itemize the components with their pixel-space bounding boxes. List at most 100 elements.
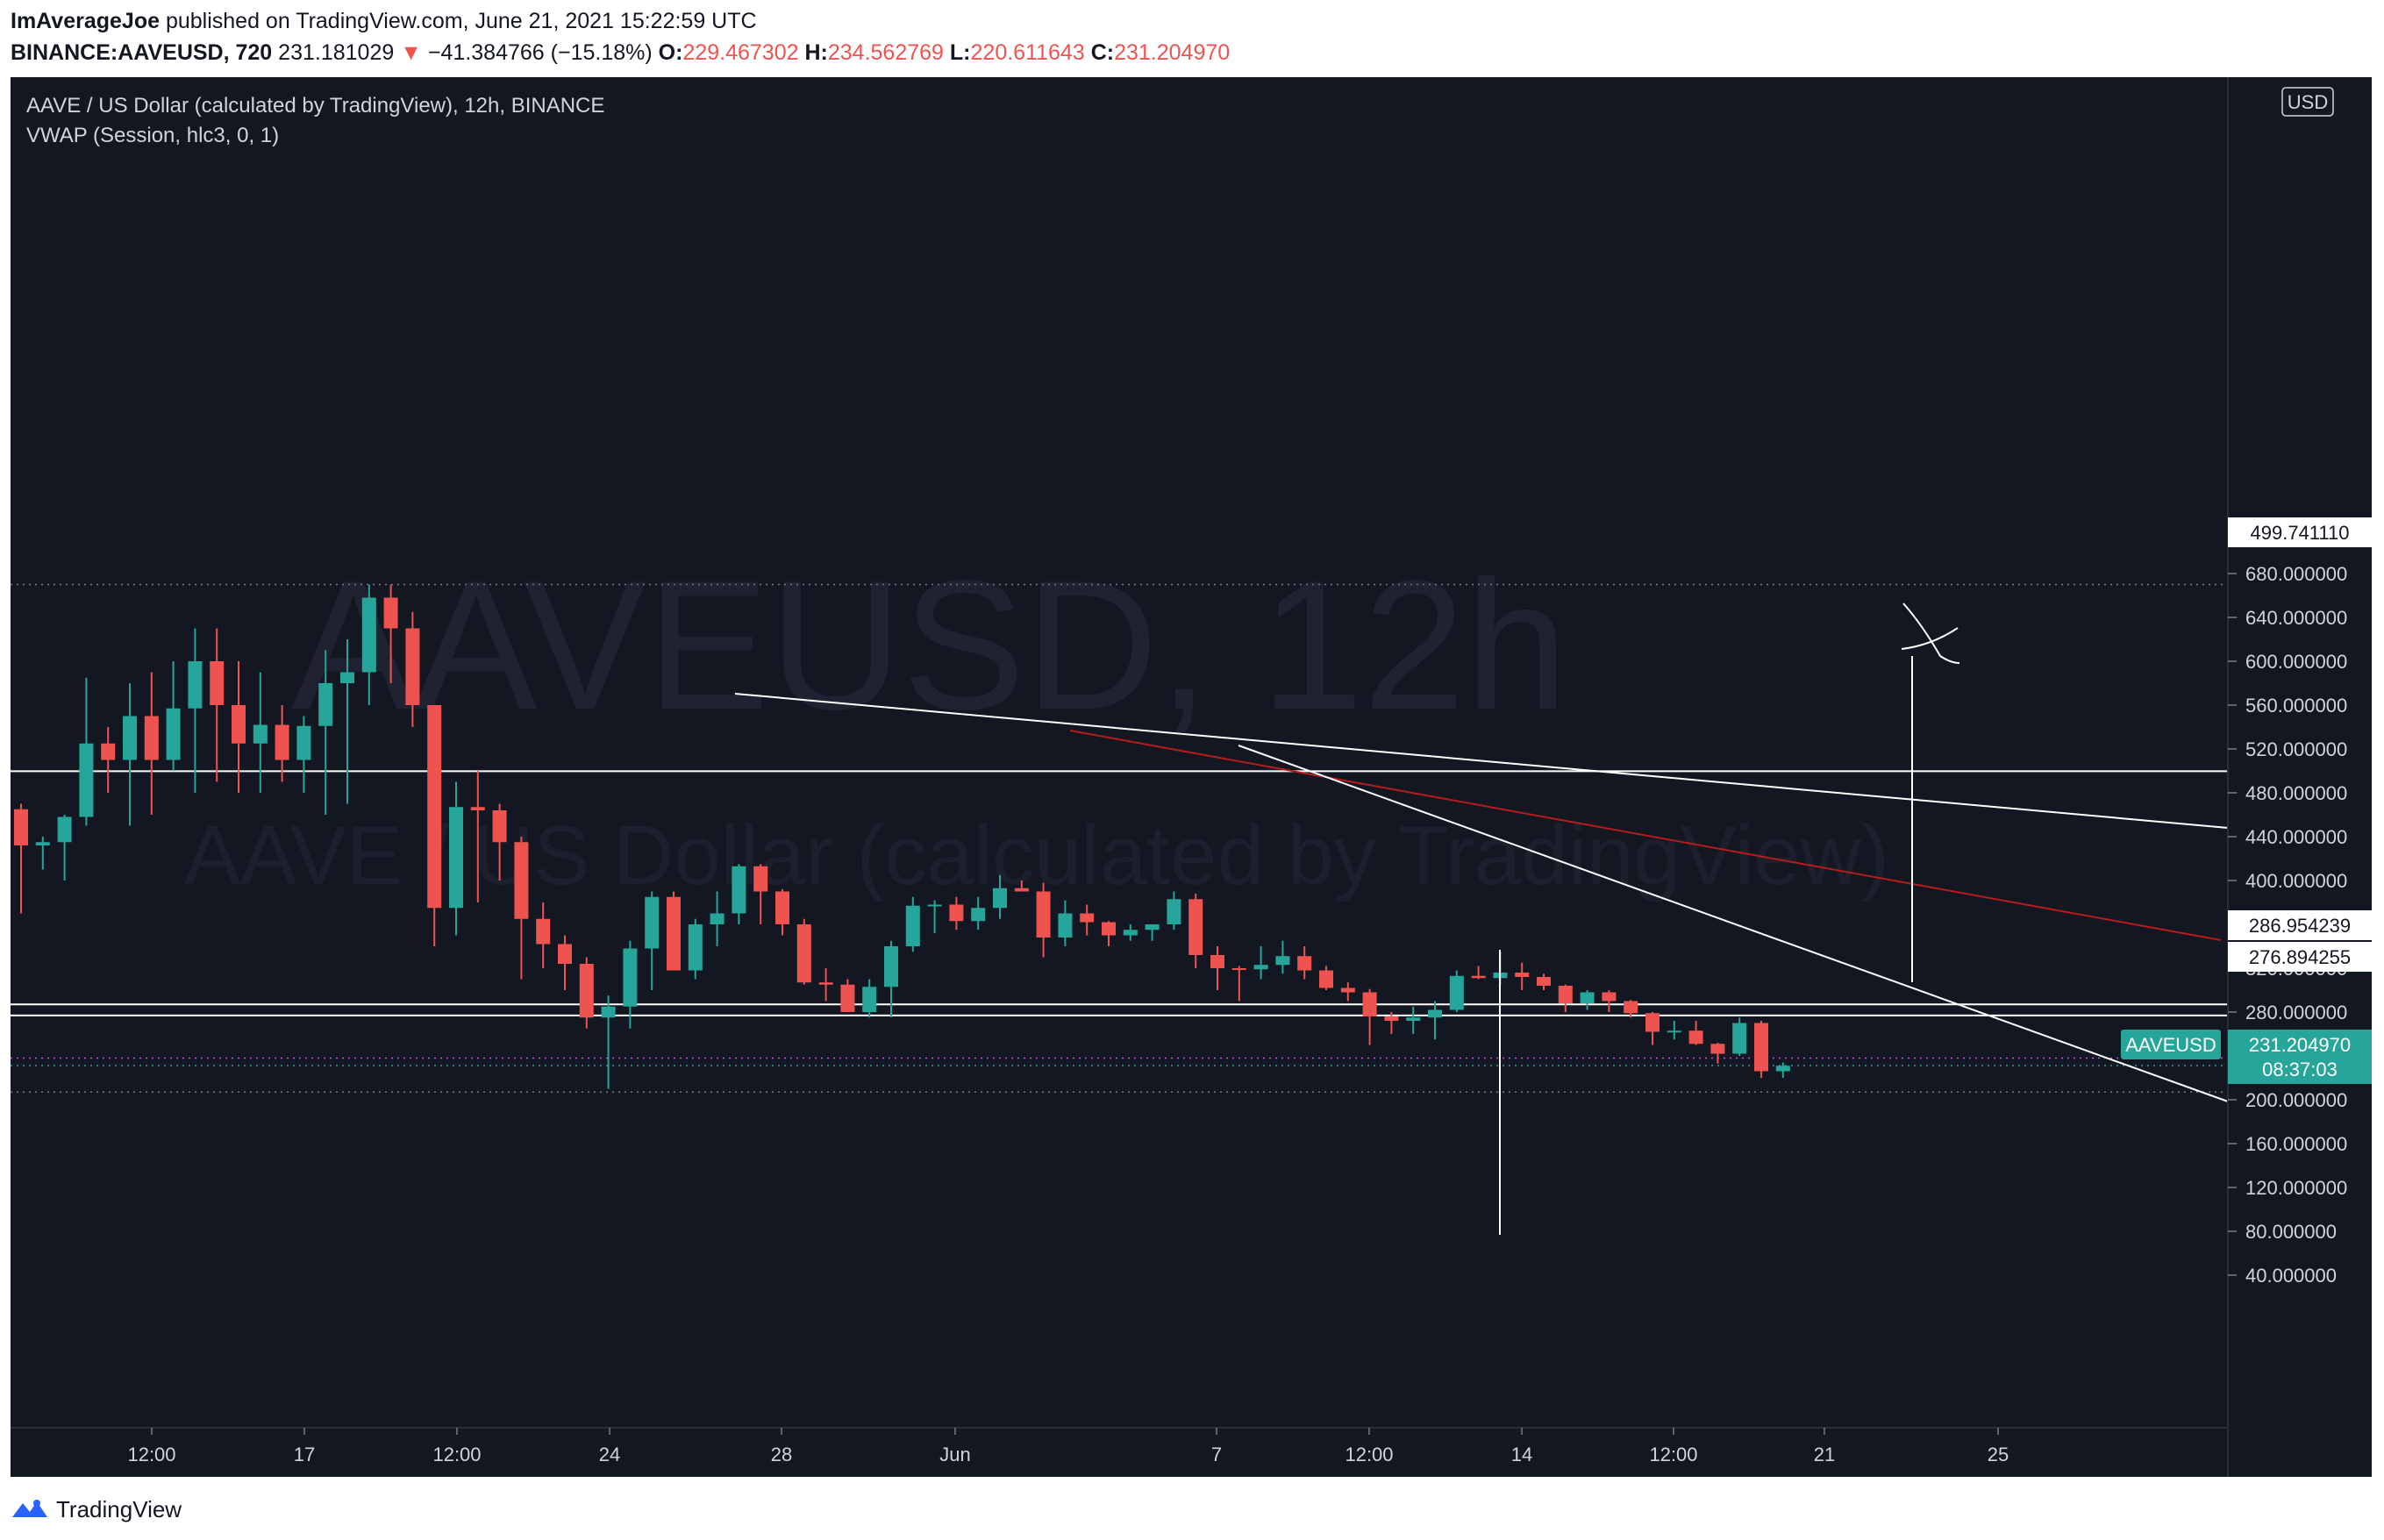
candle-body[interactable]: [645, 896, 660, 949]
candle-body[interactable]: [1362, 992, 1377, 1017]
candle-body[interactable]: [1515, 973, 1530, 977]
candle-body[interactable]: [753, 866, 768, 892]
price-chart[interactable]: AAVEUSD, 12h AAVE / US Dollar (calculate…: [11, 77, 2372, 1477]
candle-body[interactable]: [1123, 930, 1138, 936]
legend-title[interactable]: AAVE / US Dollar (calculated by TradingV…: [26, 94, 604, 118]
candle-body[interactable]: [14, 809, 28, 845]
candle-body[interactable]: [1058, 913, 1073, 938]
y-tick-label: 40.000000: [2245, 1265, 2337, 1287]
candle-body[interactable]: [1558, 986, 1573, 1003]
candle-body[interactable]: [1580, 992, 1595, 1004]
candle-body[interactable]: [1754, 1023, 1768, 1072]
red-trendline[interactable]: [1069, 730, 2222, 941]
candle-body[interactable]: [1014, 888, 1029, 892]
x-mark-icon[interactable]: [1901, 602, 1960, 664]
candle-body[interactable]: [840, 984, 855, 1012]
candle-body[interactable]: [732, 866, 746, 914]
candle-body[interactable]: [688, 924, 703, 971]
upper-trendline[interactable]: [734, 693, 2229, 829]
candle-body[interactable]: [1471, 975, 1486, 979]
lower-trendline[interactable]: [1238, 745, 2229, 1102]
candle-body[interactable]: [796, 924, 811, 983]
candle-body[interactable]: [1602, 992, 1617, 1002]
candle-body[interactable]: [993, 888, 1007, 909]
candle-body[interactable]: [1145, 924, 1160, 930]
candle-body[interactable]: [1167, 899, 1181, 924]
candle-body[interactable]: [275, 724, 289, 760]
candle-body[interactable]: [514, 842, 529, 919]
candle-body[interactable]: [1537, 977, 1551, 986]
candle-body[interactable]: [1406, 1017, 1421, 1021]
candle-body[interactable]: [188, 661, 203, 709]
candle-body[interactable]: [1080, 913, 1095, 923]
candle-body[interactable]: [232, 705, 246, 744]
levels-layer: [11, 583, 2228, 1093]
candle-body[interactable]: [1449, 975, 1464, 1010]
candle-body[interactable]: [492, 810, 507, 843]
price-axis[interactable]: 720.000000680.000000640.000000600.000000…: [11, 77, 2347, 1477]
candle-body[interactable]: [1210, 955, 1224, 968]
candle-body[interactable]: [57, 816, 72, 843]
candle-body[interactable]: [949, 904, 964, 922]
candle-body[interactable]: [536, 918, 551, 945]
candle-body[interactable]: [710, 913, 724, 925]
candle-body[interactable]: [1645, 1013, 1660, 1032]
candle-body[interactable]: [558, 944, 572, 965]
candle-body[interactable]: [361, 597, 376, 673]
candle-body[interactable]: [1732, 1023, 1747, 1054]
candle-body[interactable]: [862, 987, 877, 1012]
candle-body[interactable]: [210, 661, 225, 705]
candle-body[interactable]: [296, 725, 311, 760]
x-tick-label: 17: [294, 1444, 315, 1465]
candle-body[interactable]: [1710, 1044, 1725, 1054]
y-tick-label: 680.000000: [2245, 563, 2347, 585]
candle-body[interactable]: [1319, 970, 1333, 988]
candle-body[interactable]: [449, 807, 463, 909]
currency-badge[interactable]: [2281, 87, 2334, 117]
candle-body[interactable]: [470, 807, 485, 810]
candle-body[interactable]: [1102, 922, 1116, 936]
candle-body[interactable]: [123, 716, 137, 760]
legend-indicator[interactable]: VWAP (Session, hlc3, 0, 1): [26, 124, 279, 147]
tradingview-logo-icon[interactable]: [11, 1496, 49, 1522]
candle-body[interactable]: [166, 708, 181, 760]
candle-body[interactable]: [405, 628, 420, 706]
candle-body[interactable]: [884, 946, 898, 987]
candle-body[interactable]: [35, 842, 50, 845]
candle-body[interactable]: [818, 982, 833, 985]
candle-body[interactable]: [1253, 965, 1268, 970]
candle-body[interactable]: [667, 896, 681, 971]
candle-body[interactable]: [1036, 891, 1051, 938]
candle-body[interactable]: [144, 716, 159, 760]
ohlc-line: BINANCE:AAVEUSD, 720 231.181029 ▼ −41.38…: [11, 40, 1230, 66]
candle-body[interactable]: [579, 964, 594, 1018]
candle-body[interactable]: [1340, 987, 1355, 993]
candle-body[interactable]: [1188, 899, 1203, 955]
candle-body[interactable]: [340, 672, 354, 684]
candle-body[interactable]: [101, 743, 116, 760]
candle-body[interactable]: [318, 683, 333, 726]
candle-body[interactable]: [79, 743, 94, 817]
candle-body[interactable]: [1775, 1066, 1790, 1072]
candle-body[interactable]: [1688, 1030, 1703, 1044]
candle-body[interactable]: [1428, 1009, 1442, 1018]
candle-body[interactable]: [1667, 1030, 1681, 1033]
candle-body[interactable]: [1384, 1016, 1399, 1021]
chart-frame: [11, 77, 2372, 1477]
candle-body[interactable]: [927, 904, 942, 907]
candle-body[interactable]: [1624, 1001, 1638, 1014]
candle-body[interactable]: [905, 905, 920, 946]
author-name[interactable]: ImAverageJoe: [11, 9, 160, 33]
candle-body[interactable]: [427, 705, 442, 909]
candle-body[interactable]: [601, 1006, 616, 1018]
candle-body[interactable]: [971, 908, 986, 922]
candle-body[interactable]: [383, 597, 398, 629]
candle-body[interactable]: [1297, 956, 1312, 971]
candle-body[interactable]: [253, 724, 268, 744]
candle-body[interactable]: [1275, 956, 1290, 966]
candle-body[interactable]: [1231, 968, 1246, 970]
tradingview-wordmark[interactable]: TradingView: [56, 1495, 182, 1522]
candle-body[interactable]: [775, 891, 789, 925]
time-axis[interactable]: 12:00 17 12:00 24 28 Jun 7 12:00 14 12:00 21 25: [127, 1428, 2009, 1465]
candle-body[interactable]: [623, 948, 638, 1007]
